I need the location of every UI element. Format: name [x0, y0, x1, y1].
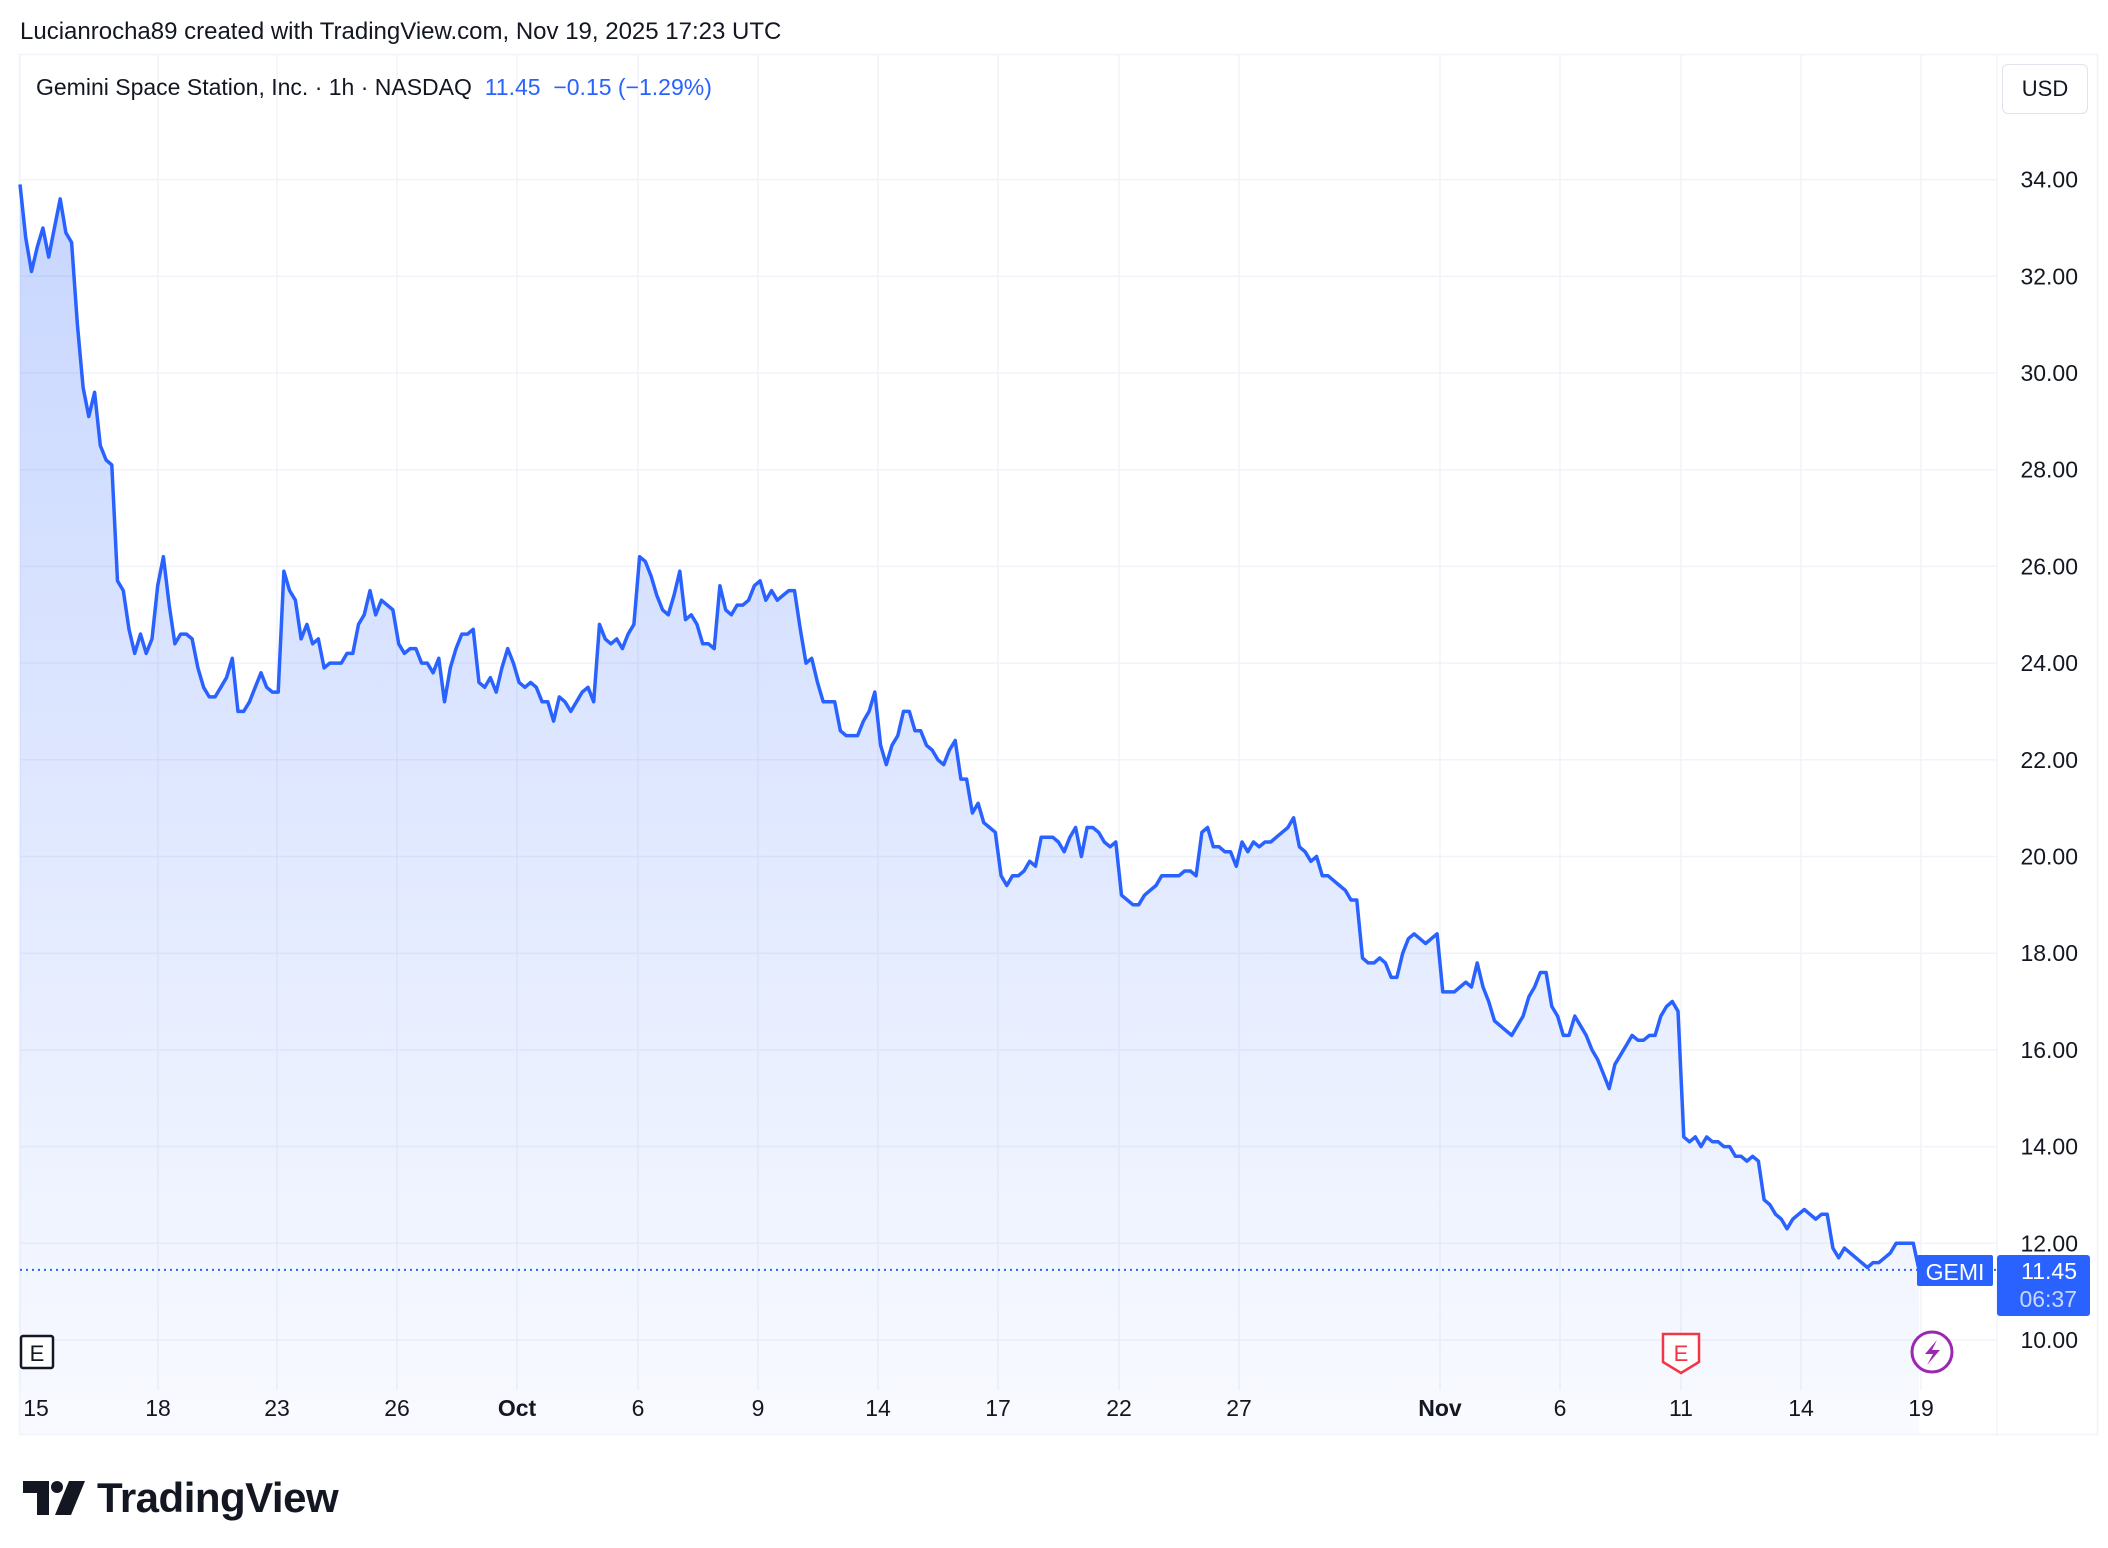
time-tick-label: 9 — [752, 1395, 765, 1421]
time-tick-label: 14 — [865, 1395, 891, 1421]
price-tick-label: 32.00 — [2020, 263, 2078, 289]
time-tick-label: 27 — [1226, 1395, 1252, 1421]
price-tick-label: 34.00 — [2020, 167, 2078, 193]
price-tick-label: 20.00 — [2020, 844, 2078, 870]
time-axis[interactable]: 15 18 23 26 Oct 6 9 14 17 22 27 Nov 6 11 14 19 — [23, 1395, 1934, 1421]
price-tick-label: 12.00 — [2020, 1230, 2078, 1256]
tradingview-logo[interactable]: TradingView — [23, 1474, 339, 1522]
tradingview-logo-text: TradingView — [97, 1474, 339, 1521]
currency-button[interactable]: USD — [2002, 64, 2088, 114]
tradingview-logo-icon — [23, 1481, 85, 1515]
price-tick-label: 30.00 — [2020, 360, 2078, 386]
price-tick-label: 16.00 — [2020, 1037, 2078, 1063]
time-tick-label: 14 — [1788, 1395, 1814, 1421]
time-tick-label: 23 — [264, 1395, 290, 1421]
time-tick-label: 22 — [1106, 1395, 1132, 1421]
price-tick-label: 10.00 — [2020, 1327, 2078, 1353]
time-tick-label: 11 — [1669, 1395, 1693, 1421]
last-price-tag: 11.45 06:37 — [1997, 1255, 2090, 1316]
time-tick-label: 17 — [985, 1395, 1011, 1421]
price-tick-label: 14.00 — [2020, 1134, 2078, 1160]
time-tick-label: Oct — [498, 1395, 537, 1421]
symbol-description: Gemini Space Station, Inc. · 1h · NASDAQ — [36, 74, 472, 100]
price-tick-label: 22.00 — [2020, 747, 2078, 773]
price-axis[interactable]: 34.00 32.00 30.00 28.00 26.00 24.00 22.00 20.00… — [2020, 167, 2078, 1353]
earnings-marker-upcoming[interactable]: E — [1661, 1332, 1701, 1375]
price-line[interactable] — [18, 184, 1921, 1271]
time-tick-label: 18 — [145, 1395, 171, 1421]
price-tick-label: 24.00 — [2020, 650, 2078, 676]
time-tick-label: 26 — [384, 1395, 410, 1421]
time-tick-label: 19 — [1908, 1395, 1934, 1421]
time-tick-label: Nov — [1418, 1395, 1462, 1421]
earnings-marker-past[interactable]: E — [19, 1334, 55, 1370]
last-price-label: 11.45 — [2021, 1258, 2077, 1284]
price-tick-label: 18.00 — [2020, 940, 2078, 966]
bar-countdown: 06:37 — [2019, 1286, 2077, 1312]
price-tick-label: 26.00 — [2020, 553, 2078, 579]
price-tick-label: 28.00 — [2020, 457, 2078, 483]
chart-legend: Gemini Space Station, Inc. · 1h · NASDAQ… — [36, 74, 712, 101]
time-tick-label: 6 — [1554, 1395, 1567, 1421]
legend-change: −0.15 (−1.29%) — [553, 74, 712, 100]
symbol-tag: GEMI — [1917, 1255, 1993, 1286]
legend-last-price: 11.45 — [484, 74, 541, 100]
time-tick-label: 15 — [23, 1395, 49, 1421]
price-area-fill — [20, 184, 1919, 1434]
chart-attribution: Lucianrocha89 created with TradingView.c… — [20, 18, 782, 45]
earnings-icon: E — [1674, 1341, 1689, 1366]
symbol-label: GEMI — [1926, 1259, 1985, 1285]
time-tick-label: 6 — [632, 1395, 645, 1421]
lightning-icon[interactable] — [1910, 1330, 1954, 1374]
earnings-icon: E — [30, 1341, 45, 1366]
